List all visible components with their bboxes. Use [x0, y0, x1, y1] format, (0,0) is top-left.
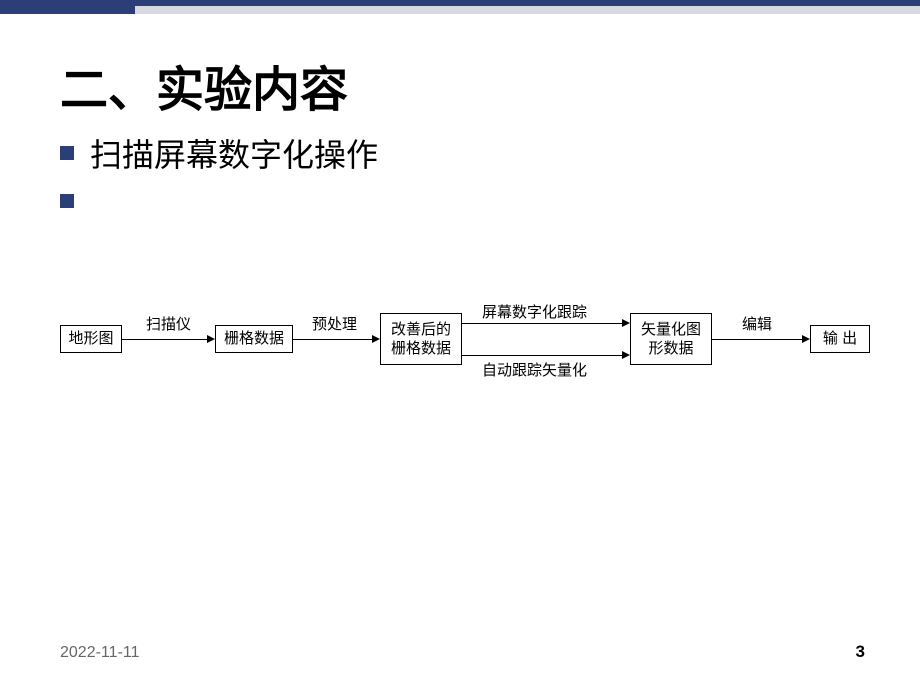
bullet-square-icon — [60, 146, 74, 160]
flow-edge-label-edit: 编辑 — [742, 313, 772, 334]
bullet-item: 扫描屏幕数字化操作 — [60, 130, 378, 176]
flow-node-label-line2: 栅格数据 — [391, 339, 451, 359]
arrow-head-icon — [622, 319, 630, 327]
top-bar-light-strip — [135, 6, 920, 14]
flow-node-label-line1: 改善后的 — [391, 320, 451, 340]
flow-edge-label-scanner: 扫描仪 — [146, 313, 191, 334]
flow-node-label: 输 出 — [823, 329, 857, 349]
bullet-text: 扫描屏幕数字化操作 — [90, 130, 378, 176]
footer-date: 2022-11-11 — [60, 644, 139, 662]
flow-arrow — [462, 323, 622, 324]
flow-edge-label-auto-trace: 自动跟踪矢量化 — [482, 359, 587, 380]
flow-arrow — [462, 355, 622, 356]
flow-node-label-line1: 矢量化图 — [641, 320, 701, 340]
flow-edge-label-preprocess: 预处理 — [312, 313, 357, 334]
flow-node-vector-data: 矢量化图 形数据 — [630, 313, 712, 365]
flow-node-label-line2: 形数据 — [648, 339, 693, 359]
bullet-square-icon — [60, 194, 74, 208]
flow-node-improved-raster: 改善后的 栅格数据 — [380, 313, 462, 365]
flow-arrow — [122, 339, 207, 340]
top-bar-accent-block — [0, 0, 135, 14]
flow-arrow — [712, 339, 802, 340]
footer-page-number: 3 — [856, 642, 865, 662]
arrow-head-icon — [207, 335, 215, 343]
flowchart-diagram: 地形图 扫描仪 栅格数据 预处理 改善后的 栅格数据 屏幕数字化跟踪 自动跟踪矢… — [50, 295, 880, 415]
bullet-list: 扫描屏幕数字化操作 — [60, 130, 378, 226]
bullet-item — [60, 194, 378, 208]
flow-edge-label-screen-digitize: 屏幕数字化跟踪 — [482, 301, 587, 322]
arrow-head-icon — [372, 335, 380, 343]
flow-node-terrain-map: 地形图 — [60, 325, 122, 353]
arrow-head-icon — [622, 351, 630, 359]
flow-node-label: 栅格数据 — [224, 329, 284, 349]
arrow-head-icon — [802, 335, 810, 343]
slide-title: 二、实验内容 — [60, 50, 348, 120]
flow-arrow — [293, 339, 372, 340]
flow-node-label: 地形图 — [68, 329, 113, 349]
flow-node-raster-data: 栅格数据 — [215, 325, 293, 353]
flow-node-output: 输 出 — [810, 325, 870, 353]
